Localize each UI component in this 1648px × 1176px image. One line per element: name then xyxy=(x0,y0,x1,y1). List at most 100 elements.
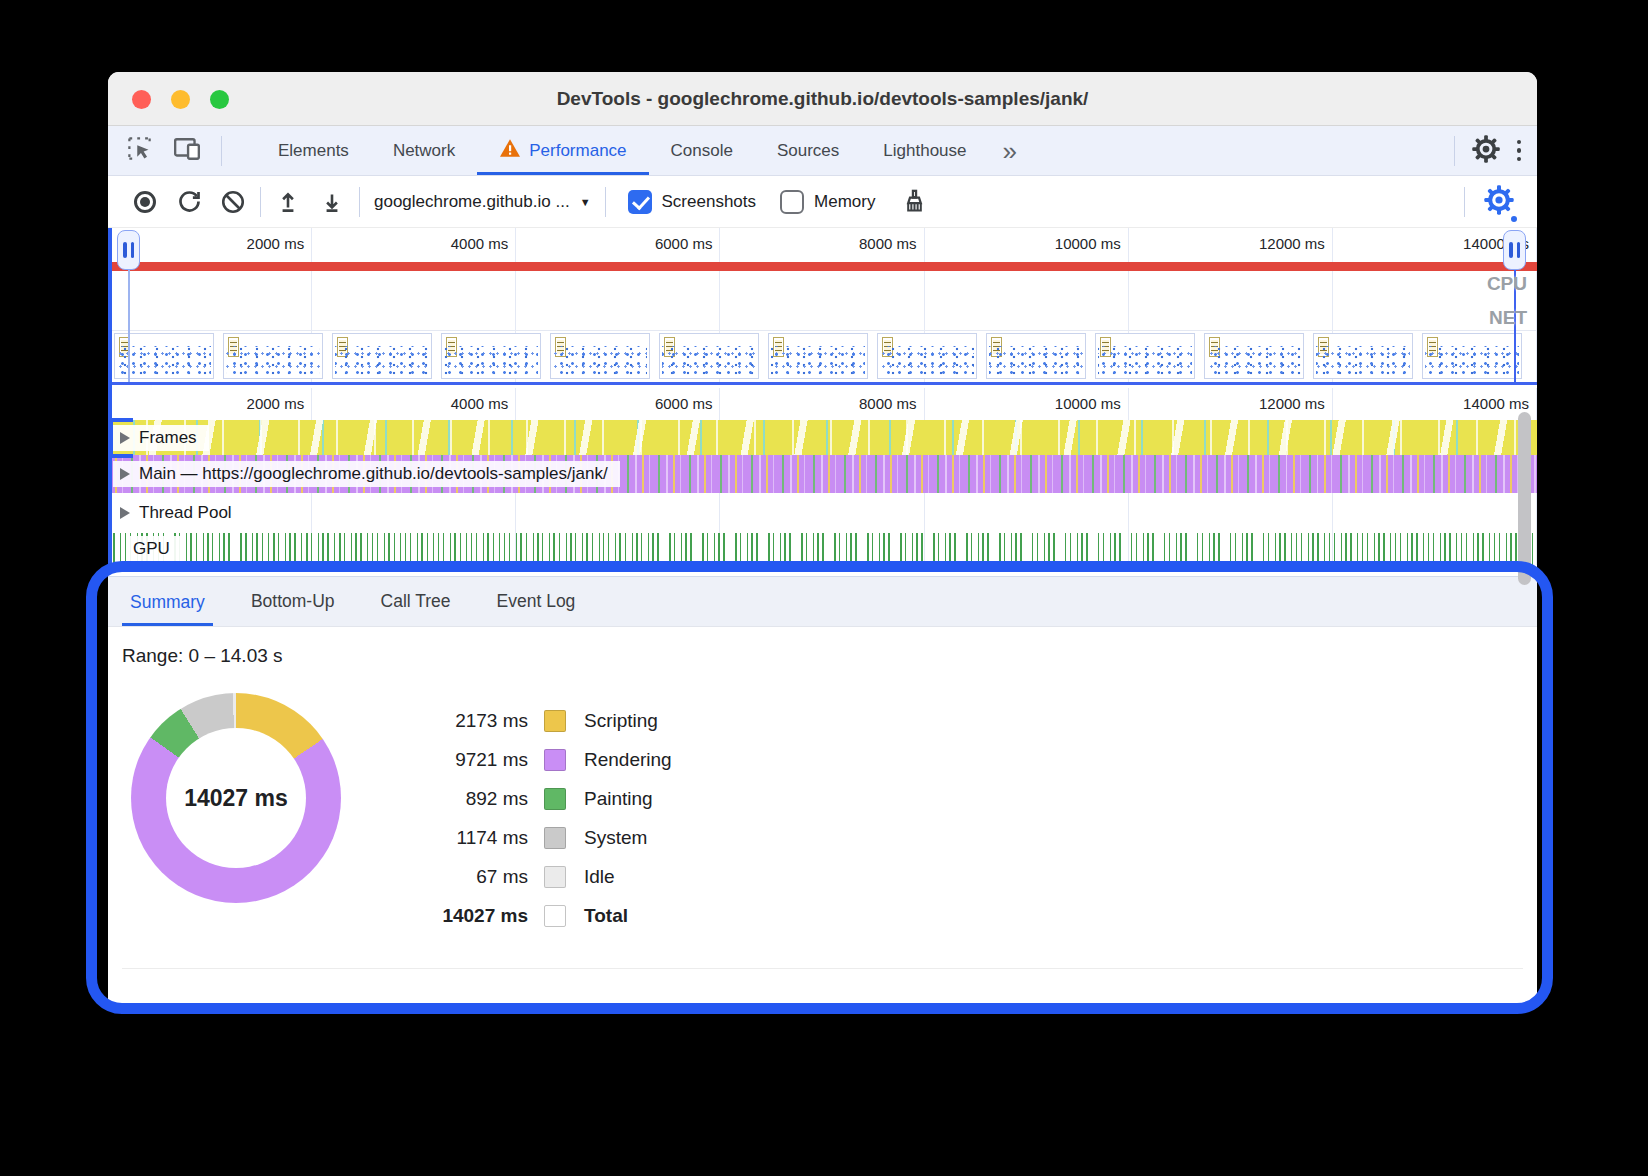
details-panel: Summary Bottom-Up Call Tree Event Log Ra… xyxy=(108,565,1537,1008)
warning-icon xyxy=(499,138,521,163)
tab-event-log[interactable]: Event Log xyxy=(489,591,584,626)
screenshot-thumbnail[interactable] xyxy=(986,333,1086,379)
thumbnail-dots xyxy=(1425,346,1519,376)
checkbox-checked-icon xyxy=(628,190,652,214)
activity-legend: 2173 ms Scripting 9721 ms Rendering 892 … xyxy=(408,701,672,935)
settings-notification-dot xyxy=(1509,214,1519,224)
tab-lighthouse[interactable]: Lighthouse xyxy=(861,126,988,175)
disclosure-triangle-icon xyxy=(120,468,130,480)
performance-toolbar: googlechrome.github.io ... ▼ Screenshots… xyxy=(108,176,1537,228)
tracks-ruler: 2000 ms 4000 ms 6000 ms 8000 ms 10000 ms… xyxy=(108,388,1537,420)
thumbnail-dots xyxy=(226,346,320,376)
tab-console[interactable]: Console xyxy=(649,126,755,175)
screenshots-checkbox[interactable]: Screenshots xyxy=(616,190,769,214)
screenshot-stage: DevTools - googlechrome.github.io/devtoo… xyxy=(0,0,1648,1176)
close-button[interactable] xyxy=(132,90,151,109)
minimize-button[interactable] xyxy=(171,90,190,109)
range-label: Range: 0 – 14.03 s xyxy=(122,645,283,667)
donut-hole: 14027 ms xyxy=(166,728,306,868)
thumbnail-dots xyxy=(989,346,1083,376)
thread-pool-track[interactable]: Thread Pool xyxy=(108,493,1537,533)
devtools-window: DevTools - googlechrome.github.io/devtoo… xyxy=(108,72,1537,1008)
thumbnail-dots xyxy=(1316,346,1410,376)
screenshots-filmstrip[interactable] xyxy=(108,331,1537,382)
screenshot-thumbnail[interactable] xyxy=(332,333,432,379)
thumbnail-dots xyxy=(1098,346,1192,376)
net-band-label: NET xyxy=(1489,307,1527,329)
gpu-track-label[interactable]: GPU xyxy=(126,536,182,562)
screenshot-thumbnail[interactable] xyxy=(223,333,323,379)
kebab-menu-icon[interactable] xyxy=(1517,140,1522,162)
cpu-band-label: CPU xyxy=(1487,273,1527,295)
tab-network[interactable]: Network xyxy=(371,126,477,175)
tab-summary[interactable]: Summary xyxy=(122,592,213,627)
toolbar-divider xyxy=(1454,136,1455,166)
screenshot-thumbnail[interactable] xyxy=(1204,333,1304,379)
tab-call-tree[interactable]: Call Tree xyxy=(373,591,459,626)
frames-track[interactable]: Frames xyxy=(108,420,1537,455)
settings-gear-icon[interactable] xyxy=(1471,134,1501,168)
screenshot-thumbnail[interactable] xyxy=(768,333,868,379)
panel-tabs: Elements Network Performance Console Sou… xyxy=(256,126,1031,175)
disclosure-triangle-icon xyxy=(120,507,130,519)
tab-bottom-up[interactable]: Bottom-Up xyxy=(243,591,343,626)
overview-left-drag-handle[interactable] xyxy=(117,230,140,270)
legend-row-painting: 892 ms Painting xyxy=(408,779,672,818)
more-tabs-icon[interactable]: » xyxy=(989,138,1031,164)
window-title: DevTools - googlechrome.github.io/devtoo… xyxy=(557,88,1089,110)
activity-donut-chart: 14027 ms xyxy=(131,693,341,903)
total-swatch xyxy=(544,905,566,927)
thumbnail-dots xyxy=(771,346,865,376)
clear-button[interactable] xyxy=(216,185,250,219)
thumbnail-dots xyxy=(335,346,429,376)
screenshot-thumbnail[interactable] xyxy=(441,333,541,379)
vertical-scrollbar[interactable] xyxy=(1518,412,1531,585)
screenshot-thumbnail[interactable] xyxy=(1422,333,1522,379)
toolbar-divider xyxy=(605,187,606,217)
gpu-track[interactable]: GPU xyxy=(108,533,1537,565)
screenshot-thumbnail[interactable] xyxy=(1095,333,1195,379)
screenshot-thumbnail[interactable] xyxy=(659,333,759,379)
legend-row-idle: 67 ms Idle xyxy=(408,857,672,896)
load-profile-icon[interactable] xyxy=(271,185,305,219)
selection-left-line xyxy=(128,270,130,382)
target-dropdown[interactable]: googlechrome.github.io ... ▼ xyxy=(360,192,605,212)
record-button[interactable] xyxy=(128,185,162,219)
tab-sources[interactable]: Sources xyxy=(755,126,861,175)
overview-right-drag-handle[interactable] xyxy=(1503,230,1526,270)
legend-row-scripting: 2173 ms Scripting xyxy=(408,701,672,740)
memory-checkbox[interactable]: Memory xyxy=(768,190,887,214)
toolbar-divider xyxy=(1464,187,1465,217)
long-task-red-bar xyxy=(108,262,1537,271)
timeline-overview[interactable]: 2000 ms 4000 ms 6000 ms 8000 ms 10000 ms… xyxy=(108,228,1537,385)
legend-row-system: 1174 ms System xyxy=(408,818,672,857)
thread-pool-label[interactable]: Thread Pool xyxy=(113,500,244,526)
toolbar-divider xyxy=(221,136,222,166)
painting-swatch xyxy=(544,788,566,810)
screenshot-thumbnail[interactable] xyxy=(550,333,650,379)
inspect-element-icon[interactable] xyxy=(126,135,153,166)
zoom-button[interactable] xyxy=(210,90,229,109)
reload-and-record-button[interactable] xyxy=(172,185,206,219)
garbage-collect-icon[interactable] xyxy=(897,185,931,219)
chevron-down-icon: ▼ xyxy=(580,196,591,208)
legend-row-total: 14027 ms Total xyxy=(408,896,672,935)
toolbar-divider xyxy=(260,187,261,217)
main-track-label[interactable]: Main — https://googlechrome.github.io/de… xyxy=(113,461,620,487)
timeline-tracks[interactable]: 2000 ms 4000 ms 6000 ms 8000 ms 10000 ms… xyxy=(108,388,1537,565)
device-toolbar-icon[interactable] xyxy=(173,136,201,166)
main-thread-track[interactable]: Main — https://googlechrome.github.io/de… xyxy=(108,455,1537,493)
screenshot-thumbnail[interactable] xyxy=(1313,333,1413,379)
tab-performance[interactable]: Performance xyxy=(477,126,648,175)
tab-elements[interactable]: Elements xyxy=(256,126,371,175)
details-tabbar: Summary Bottom-Up Call Tree Event Log xyxy=(108,576,1537,627)
legend-row-rendering: 9721 ms Rendering xyxy=(408,740,672,779)
save-profile-icon[interactable] xyxy=(315,185,349,219)
cpu-overview-chart: CPU xyxy=(108,271,1537,309)
screenshot-thumbnail[interactable] xyxy=(877,333,977,379)
idle-swatch xyxy=(544,866,566,888)
thumbnail-dots xyxy=(662,346,756,376)
capture-settings-gear-icon[interactable] xyxy=(1483,184,1515,220)
overview-tracks-separator xyxy=(108,382,1537,385)
thumbnail-dots xyxy=(553,346,647,376)
